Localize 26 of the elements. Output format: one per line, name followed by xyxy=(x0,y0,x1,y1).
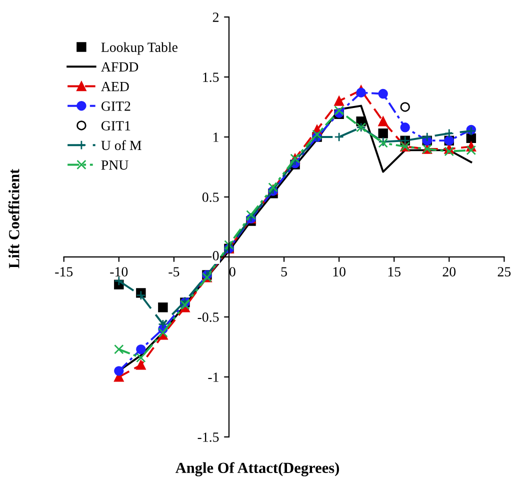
x-tick-label: 5 xyxy=(281,267,287,276)
y-tick-label: 1.5 xyxy=(203,72,219,82)
legend-label: AED xyxy=(101,82,129,92)
x-axis-title: Angle Of Attact(Degrees) xyxy=(175,462,339,476)
x-tick-label: -15 xyxy=(55,267,73,276)
y-tick-label: -1.5 xyxy=(198,432,219,442)
y-tick-label: 0.5 xyxy=(202,192,219,202)
legend-label: Lookup Table xyxy=(101,42,178,55)
y-tick-label: 1 xyxy=(214,132,218,142)
y-axis-title: Lift Coefficient xyxy=(8,168,20,268)
y-tick-label: -0.5 xyxy=(198,312,219,322)
x-tick-label: -5 xyxy=(168,267,180,276)
x-tick-label: 15 xyxy=(388,267,401,276)
legend-label: U of M xyxy=(101,140,142,150)
legend-label: PNU xyxy=(101,160,128,170)
x-tick-label: 10 xyxy=(333,267,346,276)
y-tick-label: -1 xyxy=(208,372,218,382)
x-tick-label: 0 xyxy=(230,267,236,276)
y-tick-label: 2 xyxy=(212,12,218,22)
legend-label: GIT2 xyxy=(101,102,130,111)
x-tick-label: 20 xyxy=(442,267,456,276)
x-tick-label: 25 xyxy=(498,267,511,276)
legend-label: GIT1 xyxy=(101,121,130,130)
legend-label: AFDD xyxy=(101,62,138,72)
x-tick-label: -10 xyxy=(110,267,128,276)
y-tick-label: 0 xyxy=(212,251,219,260)
